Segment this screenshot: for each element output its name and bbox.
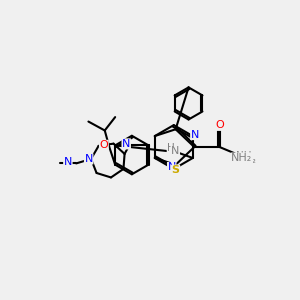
Text: O: O bbox=[100, 140, 108, 150]
Text: N: N bbox=[64, 157, 72, 167]
Text: N: N bbox=[122, 139, 130, 149]
Text: H: H bbox=[167, 143, 175, 154]
Text: NH₂: NH₂ bbox=[231, 153, 253, 163]
Text: N: N bbox=[191, 130, 199, 140]
Text: O: O bbox=[215, 120, 224, 130]
Text: N: N bbox=[85, 154, 93, 164]
Text: S: S bbox=[172, 165, 180, 175]
Text: ₂: ₂ bbox=[252, 155, 256, 165]
Text: N: N bbox=[167, 163, 176, 172]
Text: N: N bbox=[171, 146, 179, 157]
Text: NH: NH bbox=[236, 151, 252, 161]
